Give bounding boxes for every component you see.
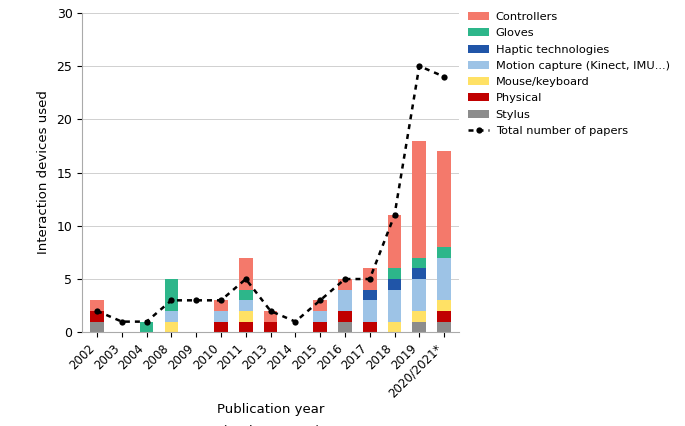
Bar — [388, 268, 401, 279]
Bar — [313, 311, 327, 322]
Bar — [437, 258, 451, 300]
Bar — [338, 279, 352, 290]
X-axis label: Publication year
(early access*): Publication year (early access*) — [0, 425, 1, 426]
Y-axis label: Interaction devices used: Interaction devices used — [37, 91, 49, 254]
Bar — [363, 290, 377, 300]
Legend: Controllers, Gloves, Haptic technologies, Motion capture (Kinect, IMU...), Mouse: Controllers, Gloves, Haptic technologies… — [469, 12, 670, 136]
Bar — [90, 322, 104, 332]
Bar — [412, 322, 426, 332]
Bar — [437, 247, 451, 258]
Bar — [363, 300, 377, 322]
Bar — [90, 300, 104, 311]
Bar — [412, 279, 426, 311]
Bar — [239, 300, 253, 311]
Bar — [437, 300, 451, 311]
Bar — [412, 141, 426, 258]
Bar — [264, 311, 277, 322]
Bar — [412, 311, 426, 322]
Bar — [412, 268, 426, 279]
Text: (early access*): (early access*) — [221, 425, 320, 426]
Bar — [140, 322, 153, 332]
Bar — [437, 322, 451, 332]
Bar — [412, 258, 426, 268]
Bar — [388, 215, 401, 268]
Bar — [90, 311, 104, 322]
Bar — [239, 290, 253, 300]
Bar — [239, 322, 253, 332]
Bar — [264, 322, 277, 332]
Bar — [164, 279, 178, 311]
Bar — [164, 322, 178, 332]
Bar — [239, 258, 253, 290]
Bar — [363, 268, 377, 290]
Bar — [313, 322, 327, 332]
Bar — [239, 311, 253, 322]
Bar — [437, 151, 451, 247]
Bar — [338, 311, 352, 322]
Text: Publication year: Publication year — [217, 403, 324, 416]
Bar — [214, 311, 228, 322]
Bar — [388, 279, 401, 290]
Bar — [164, 311, 178, 322]
Bar — [388, 290, 401, 322]
Bar — [338, 290, 352, 311]
Bar — [214, 322, 228, 332]
Bar — [214, 300, 228, 311]
Bar — [437, 311, 451, 322]
Bar — [363, 322, 377, 332]
Bar — [338, 322, 352, 332]
Bar — [313, 300, 327, 311]
Bar — [388, 322, 401, 332]
